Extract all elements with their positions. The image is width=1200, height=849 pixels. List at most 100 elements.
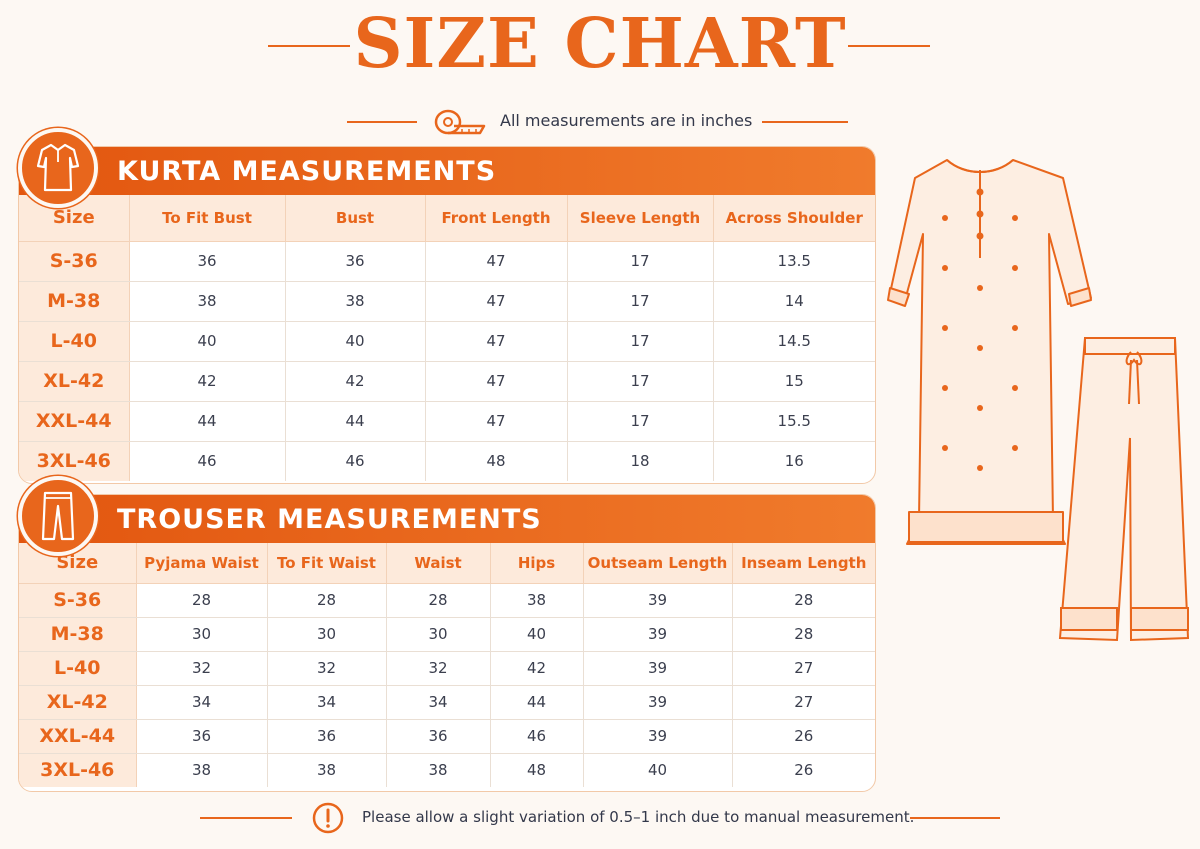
table-row: S-36 28 28 28 38 39 28	[19, 583, 875, 618]
trouser-header-row: Size Pyjama Waist To Fit Waist Waist Hip…	[19, 543, 875, 584]
footer-divider-right	[910, 817, 1000, 819]
table-cell: 36	[285, 241, 426, 282]
table-cell: 47	[425, 361, 568, 402]
table-cell: 47	[425, 241, 568, 282]
trouser-panel: TROUSER MEASUREMENTS Size Pyjama Waist T…	[18, 494, 876, 792]
table-cell: 32	[267, 651, 387, 686]
trouser-col-hips: Hips	[490, 543, 584, 584]
footer-note-text: Please allow a slight variation of 0.5–1…	[362, 808, 915, 826]
table-row: 3XL-46 46 46 48 18 16	[19, 441, 875, 481]
table-row: L-40 40 40 47 17 14.5	[19, 321, 875, 362]
kurta-col-to-fit-bust: To Fit Bust	[129, 195, 286, 242]
kurta-panel: KURTA MEASUREMENTS Size To Fit Bust Bust…	[18, 146, 876, 484]
trouser-col-to-fit-waist: To Fit Waist	[267, 543, 387, 584]
table-cell: 30	[386, 617, 491, 652]
table-cell: 47	[425, 401, 568, 442]
table-cell: 38	[129, 281, 286, 322]
trouser-col-outseam-length: Outseam Length	[583, 543, 733, 584]
kurta-col-across-shoulder: Across Shoulder	[713, 195, 875, 242]
size-cell: XXL-44	[19, 719, 137, 754]
table-row: XL-42 34 34 34 44 39 27	[19, 685, 875, 720]
size-cell: XL-42	[19, 361, 130, 402]
table-cell: 42	[129, 361, 286, 402]
size-cell: S-36	[19, 241, 130, 282]
table-cell: 28	[267, 583, 387, 618]
measuring-tape-icon	[434, 109, 486, 135]
trouser-col-inseam-length: Inseam Length	[732, 543, 875, 584]
table-cell: 44	[490, 685, 584, 720]
table-cell: 38	[490, 583, 584, 618]
trouser-col-waist: Waist	[386, 543, 491, 584]
subtitle-divider-left	[347, 121, 417, 123]
trouser-illustration	[1058, 337, 1190, 642]
table-cell: 28	[136, 583, 268, 618]
size-cell: XXL-44	[19, 401, 130, 442]
page-title: SIZE CHART	[353, 4, 847, 84]
kurta-badge	[18, 128, 98, 208]
table-cell: 36	[129, 241, 286, 282]
kurta-header-row: Size To Fit Bust Bust Front Length Sleev…	[19, 195, 875, 242]
trouser-table: Size Pyjama Waist To Fit Waist Waist Hip…	[19, 543, 875, 787]
table-cell: 44	[285, 401, 426, 442]
size-cell: M-38	[19, 617, 137, 652]
table-cell: 48	[490, 753, 584, 787]
table-cell: 38	[267, 753, 387, 787]
table-row: XL-42 42 42 47 17 15	[19, 361, 875, 402]
title-divider-left	[268, 45, 350, 47]
table-cell: 39	[583, 685, 733, 720]
table-cell: 34	[267, 685, 387, 720]
table-cell: 39	[583, 719, 733, 754]
kurta-icon	[36, 143, 80, 192]
size-cell: L-40	[19, 651, 137, 686]
table-cell: 13.5	[713, 241, 875, 282]
table-cell: 36	[386, 719, 491, 754]
table-cell: 32	[386, 651, 491, 686]
table-cell: 17	[567, 401, 714, 442]
table-cell: 14.5	[713, 321, 875, 362]
table-cell: 28	[386, 583, 491, 618]
table-cell: 39	[583, 617, 733, 652]
table-cell: 17	[567, 361, 714, 402]
table-cell: 17	[567, 241, 714, 282]
trouser-icon	[41, 491, 75, 541]
subtitle-section: All measurements are in inches	[0, 104, 1200, 138]
table-cell: 39	[583, 583, 733, 618]
table-cell: 47	[425, 281, 568, 322]
table-cell: 17	[567, 321, 714, 362]
table-cell: 26	[732, 719, 875, 754]
table-cell: 32	[136, 651, 268, 686]
table-cell: 46	[490, 719, 584, 754]
table-row: M-38 38 38 47 17 14	[19, 281, 875, 322]
table-cell: 48	[425, 441, 568, 481]
table-cell: 40	[129, 321, 286, 362]
table-cell: 38	[386, 753, 491, 787]
table-cell: 14	[713, 281, 875, 322]
trouser-col-pyjama-waist: Pyjama Waist	[136, 543, 268, 584]
table-cell: 46	[285, 441, 426, 481]
table-cell: 27	[732, 685, 875, 720]
table-cell: 15	[713, 361, 875, 402]
table-cell: 28	[732, 617, 875, 652]
table-cell: 38	[285, 281, 426, 322]
table-cell: 46	[129, 441, 286, 481]
kurta-trouser-illustration-icon	[887, 159, 1190, 642]
kurta-col-front-length: Front Length	[425, 195, 568, 242]
table-cell: 17	[567, 281, 714, 322]
kurta-col-sleeve-length: Sleeve Length	[567, 195, 714, 242]
table-cell: 15.5	[713, 401, 875, 442]
table-cell: 18	[567, 441, 714, 481]
size-cell: L-40	[19, 321, 130, 362]
table-cell: 40	[583, 753, 733, 787]
kurta-motifs	[942, 215, 1018, 471]
subtitle-text: All measurements are in inches	[500, 111, 753, 130]
kurta-table: Size To Fit Bust Bust Front Length Sleev…	[19, 195, 875, 481]
table-cell: 26	[794, 761, 814, 780]
kurta-illustration	[887, 159, 1092, 545]
subtitle-divider-right	[762, 121, 848, 123]
table-cell: 16	[784, 452, 804, 471]
table-cell: 30	[267, 617, 387, 652]
table-cell: 30	[136, 617, 268, 652]
table-row: M-38 30 30 30 40 39 28	[19, 617, 875, 652]
table-row: S-36 36 36 47 17 13.5	[19, 241, 875, 282]
kurta-col-bust: Bust	[285, 195, 426, 242]
